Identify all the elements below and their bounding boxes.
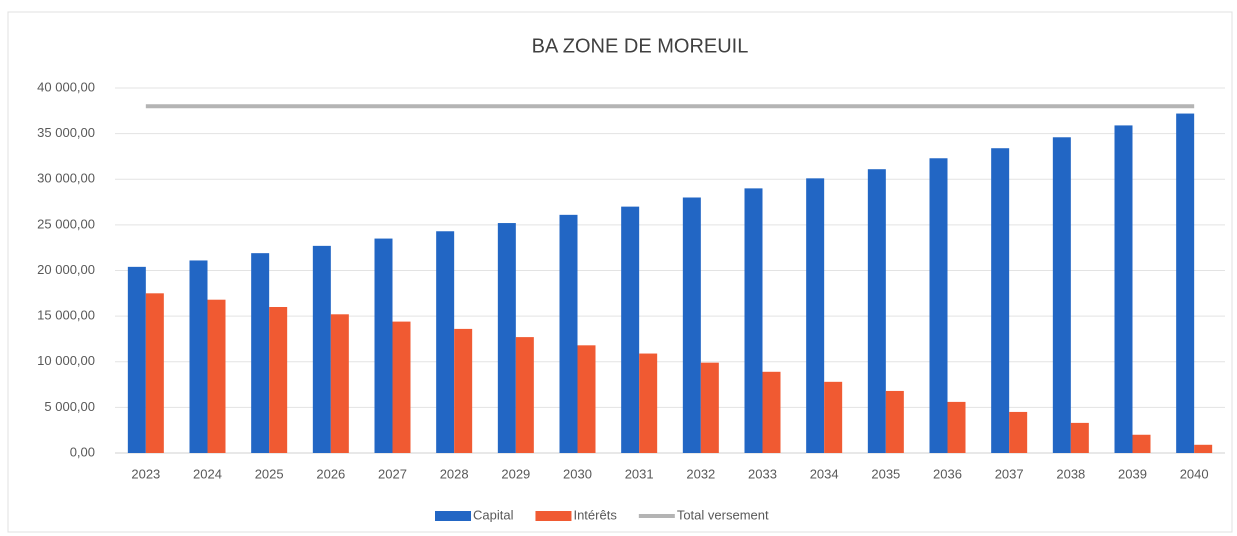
y-tick-label: 30 000,00 [37,171,95,186]
bar [806,178,825,453]
y-tick-label: 5 000,00 [44,399,95,414]
x-tick-label: 2034 [810,466,839,481]
bar [1176,113,1195,454]
legend-label: Capital [473,507,514,522]
bar [1009,411,1028,453]
bar [1114,125,1133,453]
x-tick-label: 2024 [193,466,222,481]
x-tick-label: 2025 [255,466,284,481]
bar [744,188,763,453]
bar [515,337,534,453]
bar [1194,444,1213,453]
x-tick-label: 2037 [995,466,1024,481]
bar [639,353,658,453]
bar [824,381,843,453]
y-tick-label: 35 000,00 [37,125,95,140]
legend-label: Intérêts [573,507,617,522]
y-tick-label: 10 000,00 [37,353,95,368]
x-tick-label: 2032 [686,466,715,481]
bar [762,371,781,453]
bar [374,238,393,453]
bar [251,253,270,453]
legend-swatch [535,511,572,521]
bar [947,401,966,453]
bar [207,299,226,453]
bar [1052,137,1071,453]
bar [991,148,1010,453]
x-tick-label: 2028 [440,466,469,481]
x-tick-label: 2038 [1056,466,1085,481]
bar [145,293,164,453]
bar [312,245,331,453]
x-tick-label: 2031 [625,466,654,481]
x-tick-label: 2039 [1118,466,1147,481]
y-tick-label: 15 000,00 [37,308,95,323]
x-tick-label: 2036 [933,466,962,481]
y-tick-label: 25 000,00 [37,216,95,231]
bar [700,362,719,453]
chart-title: BA ZONE DE MOREUIL [532,35,749,57]
bar [1132,434,1151,453]
bar [929,158,948,453]
bar [454,328,473,453]
bar [189,260,208,453]
y-tick-label: 20 000,00 [37,262,95,277]
x-tick-label: 2035 [871,466,900,481]
bar [392,321,411,453]
y-tick-label: 40 000,00 [37,79,95,94]
bar [436,231,455,453]
bar [885,390,904,453]
y-tick-label: 0,00 [70,444,95,459]
bar [682,197,701,453]
x-tick-label: 2026 [316,466,345,481]
bar [867,169,886,453]
x-tick-label: 2040 [1180,466,1209,481]
bar [497,223,516,453]
x-tick-label: 2027 [378,466,407,481]
chart-frame [7,11,1233,533]
bar [577,345,596,453]
bar [127,266,146,453]
x-tick-label: 2030 [563,466,592,481]
bar [1070,422,1089,453]
bar [559,214,578,453]
x-tick-label: 2033 [748,466,777,481]
x-tick-label: 2023 [131,466,160,481]
bar [621,206,640,453]
legend-label: Total versement [677,507,769,522]
legend-swatch [435,511,471,521]
bar [269,307,288,453]
bar [330,314,349,453]
x-tick-label: 2029 [501,466,530,481]
